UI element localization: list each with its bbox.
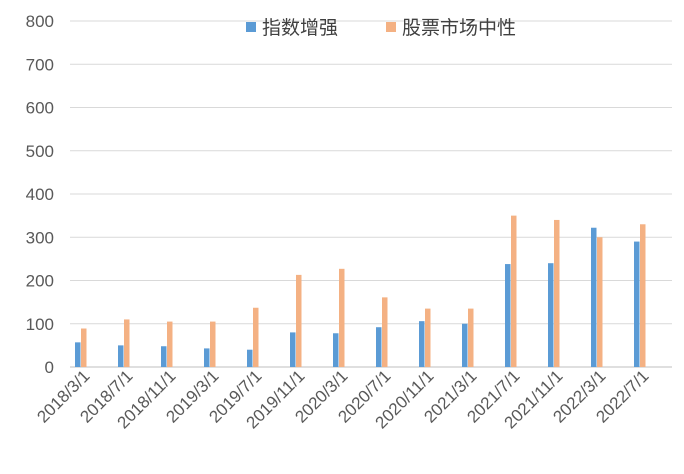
y-tick-label: 500 xyxy=(26,142,54,161)
bar-series-1 xyxy=(548,263,554,367)
bar-series-2 xyxy=(167,321,173,367)
bar-series-2 xyxy=(425,308,431,367)
bar-series-2 xyxy=(210,321,216,367)
y-axis: 0 100 200 300 400 500 600 700 800 xyxy=(26,12,54,377)
bar-series-1 xyxy=(591,227,597,367)
y-tick-label: 100 xyxy=(26,315,54,334)
bar-series-1 xyxy=(161,346,167,367)
legend-swatch xyxy=(386,22,396,32)
bar-series-2 xyxy=(339,268,345,367)
legend-swatch xyxy=(246,22,256,32)
bar-series-1 xyxy=(333,333,339,367)
bar-series-2 xyxy=(468,308,474,367)
bar-series-2 xyxy=(81,328,87,367)
y-tick-label: 600 xyxy=(26,99,54,118)
legend: 指数增强 股票市场中性 xyxy=(246,17,516,39)
y-tick-label: 400 xyxy=(26,185,54,204)
bar-series-1 xyxy=(505,264,511,367)
bars xyxy=(75,215,646,367)
legend-label: 股票市场中性 xyxy=(402,17,516,39)
bar-series-1 xyxy=(204,348,210,367)
legend-label: 指数增强 xyxy=(262,17,338,39)
bar-series-1 xyxy=(75,342,81,367)
y-tick-label: 300 xyxy=(26,228,54,247)
bar-series-1 xyxy=(247,349,253,367)
y-tick-label: 700 xyxy=(26,55,54,74)
bar-series-1 xyxy=(376,327,382,367)
bar-series-1 xyxy=(462,323,468,367)
bar-series-2 xyxy=(554,219,560,367)
gridlines xyxy=(70,20,672,368)
y-tick-label: 200 xyxy=(26,272,54,291)
y-tick-label: 0 xyxy=(45,358,54,377)
y-tick-label: 800 xyxy=(26,12,54,31)
x-axis: 2018/3/12018/7/12018/11/12019/3/12019/7/… xyxy=(33,366,652,432)
bar-series-1 xyxy=(118,345,124,367)
bar-series-1 xyxy=(419,321,425,367)
bar-series-2 xyxy=(597,237,603,367)
bar-series-2 xyxy=(511,215,517,367)
bar-series-2 xyxy=(253,307,259,367)
bar-series-1 xyxy=(634,241,640,367)
bar-series-2 xyxy=(296,274,302,367)
bar-series-1 xyxy=(290,332,296,367)
bar-series-2 xyxy=(382,297,388,367)
bar-series-2 xyxy=(640,224,646,367)
bar-series-2 xyxy=(124,319,130,367)
